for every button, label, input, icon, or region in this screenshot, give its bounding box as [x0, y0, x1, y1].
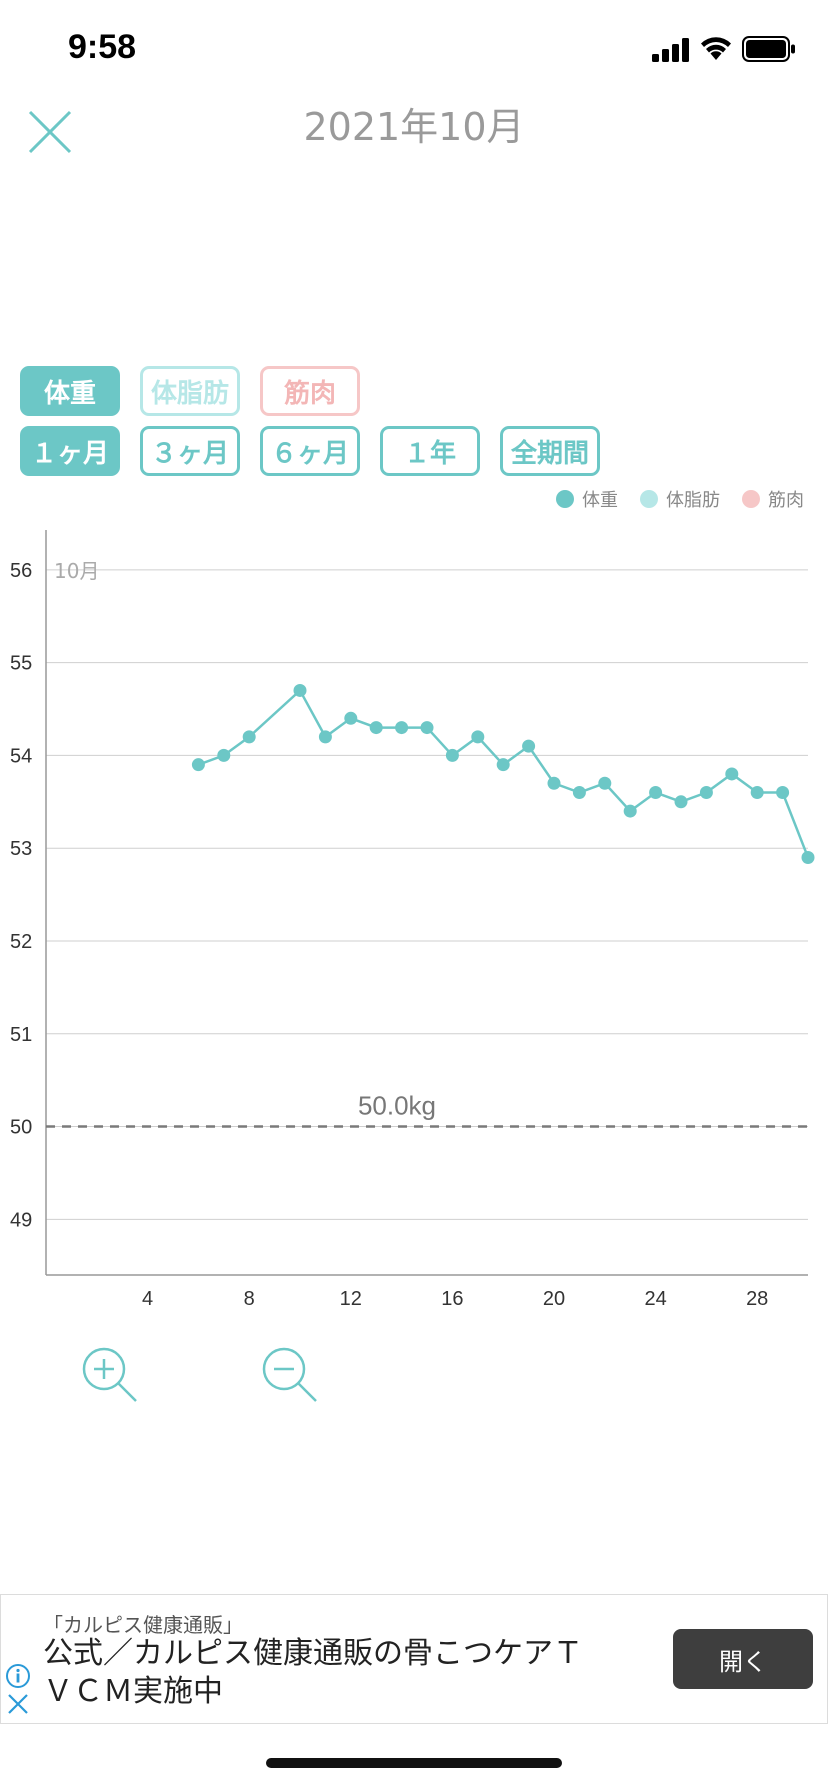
weight-data-point — [420, 721, 434, 735]
weight-data-point — [674, 795, 688, 809]
period-3-months[interactable]: ３ヶ月 — [140, 426, 240, 476]
weight-data-point — [522, 739, 536, 753]
weight-data-point — [344, 711, 358, 725]
weight-data-point — [623, 804, 637, 818]
zoom-in-icon[interactable] — [80, 1345, 140, 1405]
weight-data-point — [217, 748, 231, 762]
weight-data-point — [547, 776, 561, 790]
weight-data-point — [445, 748, 459, 762]
battery-icon — [742, 36, 795, 62]
toggle-weight[interactable]: 体重 — [20, 366, 120, 416]
legend-label-weight: 体重 — [582, 490, 618, 511]
toggle-body-fat[interactable]: 体脂肪 — [140, 366, 240, 416]
legend-dot-body-fat — [640, 490, 658, 508]
period-1-year[interactable]: １年 — [380, 426, 480, 476]
y-tick-label: 51 — [10, 1024, 32, 1046]
x-tick-label: 24 — [644, 1288, 666, 1310]
status-bar: 9:58 — [0, 0, 828, 100]
x-tick-label: 20 — [543, 1288, 565, 1310]
ad-source: 「カルピス健康通販」 — [43, 1613, 243, 1637]
weight-data-point — [699, 786, 713, 800]
chart-legend: 体重 体脂肪 筋肉 — [534, 486, 804, 512]
month-label: 10月 — [54, 559, 99, 583]
weight-data-point — [293, 683, 307, 697]
x-tick-label: 8 — [244, 1288, 255, 1310]
x-tick-label: 16 — [441, 1288, 463, 1310]
weight-data-point — [649, 786, 663, 800]
weight-data-point — [242, 730, 256, 744]
home-indicator[interactable] — [266, 1758, 562, 1768]
weight-data-point — [496, 758, 510, 772]
weight-data-point — [750, 786, 764, 800]
legend-item-muscle: 筋肉 — [742, 486, 804, 512]
ad-banner[interactable]: 「カルピス健康通販」 公式／カルピス健康通販の骨こつケアＴＶＣＭ実施中 開く — [0, 1594, 828, 1724]
legend-label-muscle: 筋肉 — [768, 490, 804, 511]
close-icon[interactable] — [26, 108, 74, 156]
y-tick-label: 56 — [10, 560, 32, 582]
status-time: 9:58 — [68, 28, 137, 66]
x-tick-label: 4 — [142, 1288, 153, 1310]
legend-dot-muscle — [742, 490, 760, 508]
weight-data-point — [471, 730, 485, 744]
ad-text[interactable]: 公式／カルピス健康通販の骨こつケアＴＶＣＭ実施中 — [43, 1636, 583, 1709]
x-tick-label: 28 — [746, 1288, 768, 1310]
legend-item-weight: 体重 — [556, 486, 618, 512]
info-icon[interactable] — [5, 1663, 31, 1689]
y-tick-label: 53 — [10, 838, 32, 860]
y-tick-label: 50 — [10, 1117, 32, 1139]
weight-data-point — [191, 758, 205, 772]
weight-data-point — [776, 786, 790, 800]
y-tick-label: 55 — [10, 653, 32, 675]
wifi-icon — [701, 37, 731, 60]
y-tick-label: 54 — [10, 745, 32, 767]
period-6-months[interactable]: ６ヶ月 — [260, 426, 360, 476]
toggle-muscle[interactable]: 筋肉 — [260, 366, 360, 416]
weight-data-point — [598, 776, 612, 790]
signal-icon — [652, 38, 689, 62]
y-tick-label: 49 — [10, 1209, 32, 1231]
zoom-out-icon[interactable] — [260, 1345, 320, 1405]
weight-data-point — [369, 721, 383, 735]
x-tick-label: 12 — [340, 1288, 362, 1310]
weight-data-point — [318, 730, 332, 744]
ad-open-button[interactable]: 開く — [673, 1629, 813, 1689]
weight-data-point — [572, 786, 586, 800]
weight-chart[interactable]: 49 50 51 52 53 54 55 56 4 8 12 16 20 24 28 10月 50.0kg — [0, 530, 828, 1320]
legend-label-body-fat: 体脂肪 — [666, 490, 720, 511]
weight-data-point — [801, 850, 815, 864]
legend-item-body-fat: 体脂肪 — [640, 486, 720, 512]
period-1-month[interactable]: １ヶ月 — [20, 426, 120, 476]
period-all[interactable]: 全期間 — [500, 426, 600, 476]
weight-series-line — [197, 688, 810, 858]
weight-data-point — [725, 767, 739, 781]
ad-close-icon[interactable] — [7, 1693, 29, 1715]
legend-dot-weight — [556, 490, 574, 508]
page-title: 2021年10月 — [303, 105, 525, 149]
target-line-label: 50.0kg — [358, 1091, 436, 1121]
y-tick-label: 52 — [10, 931, 32, 953]
weight-data-point — [395, 721, 409, 735]
